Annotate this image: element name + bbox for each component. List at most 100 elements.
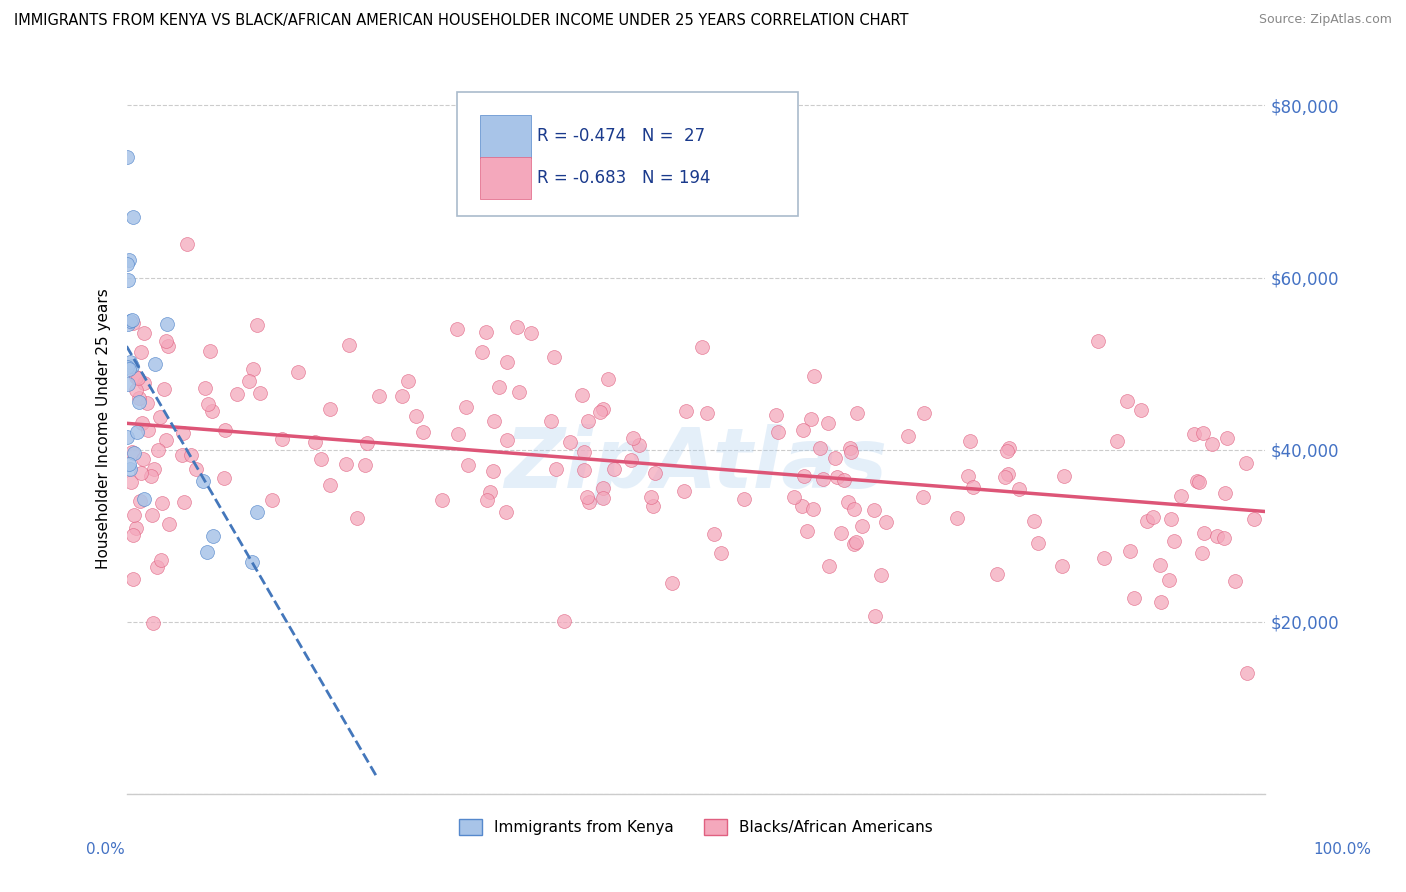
Point [391,389,413,403]
Point [1092,550,1115,565]
Point [1024,514,1046,528]
Point [124,370,146,384]
Point [675,404,697,418]
Point [367,389,389,403]
Point [318,478,340,492]
Point [543,351,565,365]
Point [446,322,468,336]
FancyBboxPatch shape [479,115,531,158]
FancyBboxPatch shape [479,157,531,199]
Point [578,495,600,509]
Point [1008,482,1031,496]
Point [576,414,599,428]
Point [1185,474,1208,488]
Point [832,473,855,487]
Point [1223,574,1246,588]
Point [1213,485,1236,500]
Text: Source: ZipAtlas.com: Source: ZipAtlas.com [1258,13,1392,27]
Point [1188,475,1211,490]
Point [520,326,543,340]
Point [602,462,624,476]
Point [620,452,643,467]
Point [405,409,427,424]
Point [132,451,155,466]
Point [143,357,166,371]
Point [576,491,599,505]
Point [572,445,595,459]
Point [1053,469,1076,483]
Point [817,416,839,430]
Point [673,483,696,498]
Text: 100.0%: 100.0% [1313,842,1372,856]
Point [122,572,145,586]
Point [495,505,517,519]
Point [875,515,897,529]
Point [132,492,155,507]
Point [690,341,713,355]
Point [1142,510,1164,524]
Point [475,492,498,507]
Point [696,407,718,421]
Point [115,257,138,271]
Point [838,442,860,456]
Point [471,345,494,359]
Point [118,457,141,471]
Point [574,463,596,477]
Point [131,416,153,430]
Point [482,414,505,428]
Point [661,575,683,590]
Point [1157,573,1180,587]
Point [184,462,207,476]
Point [986,566,1008,581]
Point [845,407,868,421]
Point [621,431,644,445]
Text: R = -0.683   N = 194: R = -0.683 N = 194 [537,169,710,187]
Point [157,516,180,531]
Point [238,374,260,388]
Point [1087,334,1109,348]
Point [457,458,479,472]
Point [768,425,790,439]
Point [132,326,155,340]
Point [115,150,138,164]
Text: R = -0.474   N =  27: R = -0.474 N = 27 [537,127,704,145]
Point [1149,558,1171,572]
Point [1050,558,1073,573]
Point [142,616,165,631]
Point [560,435,582,450]
Point [155,433,177,447]
Point [122,508,145,522]
Point [644,466,666,480]
Point [318,402,340,417]
Point [127,370,149,384]
Point [482,464,505,478]
Point [176,236,198,251]
Point [995,443,1018,458]
Point [120,355,142,369]
Point [156,339,179,353]
Point [496,433,519,447]
Point [172,448,194,462]
Point [202,529,225,543]
Point [118,253,141,268]
Point [782,491,804,505]
Point [121,316,143,330]
FancyBboxPatch shape [457,92,799,216]
Point [959,434,981,448]
Point [143,462,166,476]
Point [808,441,831,455]
Point [121,444,143,458]
Point [845,535,868,549]
Point [127,425,149,439]
Point [141,508,163,522]
Point [128,395,150,409]
Point [139,468,162,483]
Point [801,502,824,516]
Point [818,559,841,574]
Point [128,392,150,406]
Point [146,560,169,574]
Point [1206,529,1229,543]
Point [150,553,173,567]
Point [1136,514,1159,528]
Point [120,475,142,490]
